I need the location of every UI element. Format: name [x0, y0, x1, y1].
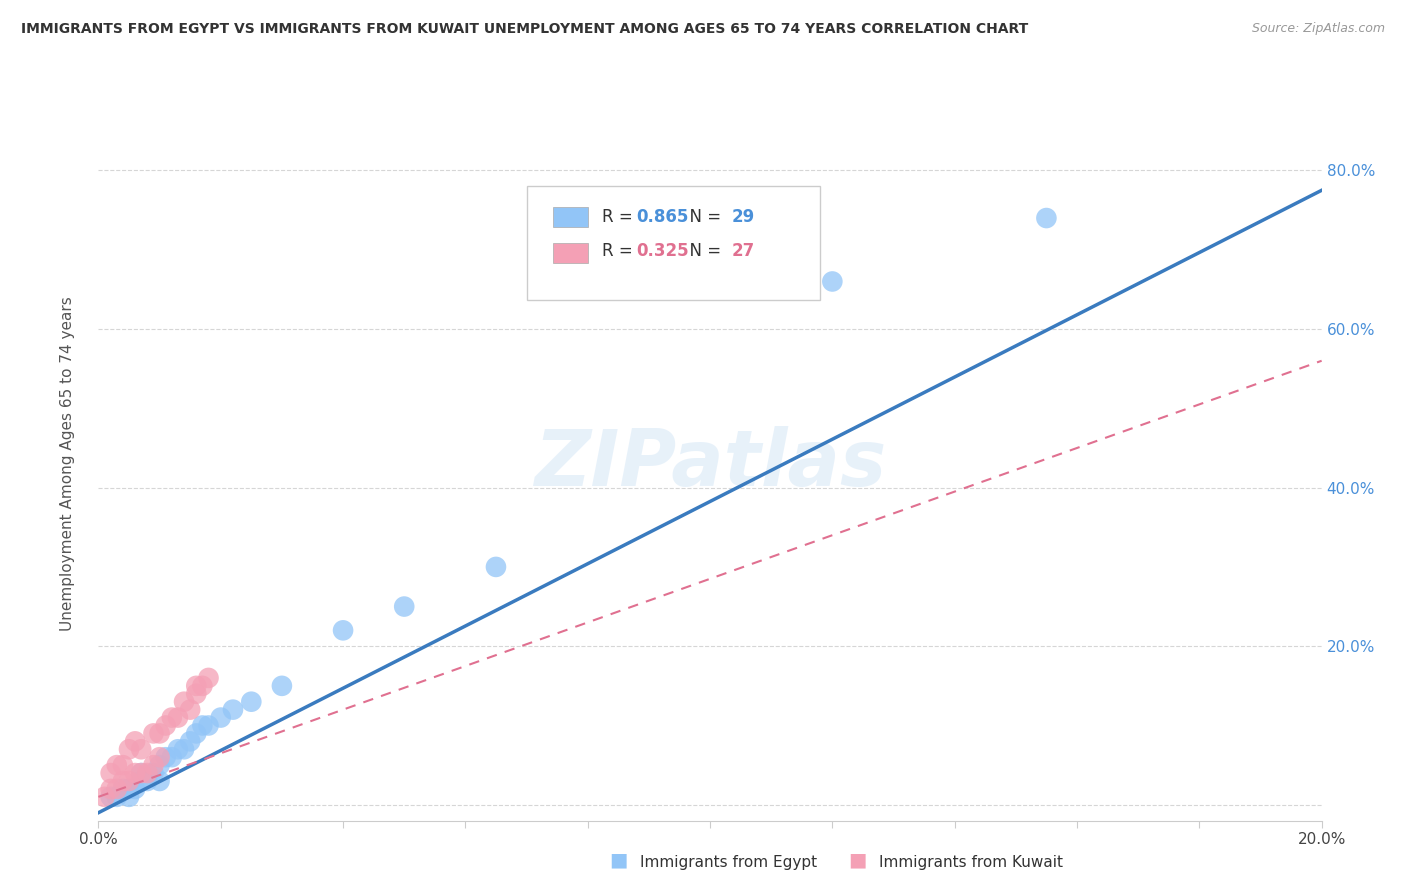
Point: [209, 710, 232, 724]
Point: [129, 766, 152, 780]
Point: [191, 679, 214, 693]
Point: [240, 695, 263, 709]
Text: ■: ■: [848, 851, 868, 870]
Point: [173, 695, 195, 709]
Point: [105, 781, 128, 796]
Point: [129, 774, 152, 789]
Point: [197, 671, 219, 685]
Point: [821, 275, 844, 289]
Point: [105, 789, 128, 804]
Point: [179, 734, 201, 748]
Point: [1035, 211, 1057, 225]
Point: [167, 710, 190, 724]
Point: [186, 679, 208, 693]
FancyBboxPatch shape: [526, 186, 820, 300]
Text: R =: R =: [602, 208, 638, 226]
Point: [118, 774, 141, 789]
Point: [149, 758, 172, 772]
Text: IMMIGRANTS FROM EGYPT VS IMMIGRANTS FROM KUWAIT UNEMPLOYMENT AMONG AGES 65 TO 74: IMMIGRANTS FROM EGYPT VS IMMIGRANTS FROM…: [21, 22, 1028, 37]
Text: 29: 29: [733, 208, 755, 226]
Point: [118, 742, 141, 756]
Y-axis label: Unemployment Among Ages 65 to 74 years: Unemployment Among Ages 65 to 74 years: [60, 296, 75, 632]
FancyBboxPatch shape: [554, 243, 588, 262]
Point: [93, 789, 115, 804]
Point: [105, 758, 128, 772]
Point: [118, 789, 141, 804]
Text: 0.865: 0.865: [637, 208, 689, 226]
Text: R =: R =: [602, 243, 638, 260]
Point: [149, 774, 172, 789]
Point: [136, 774, 159, 789]
Point: [124, 781, 146, 796]
Text: Immigrants from Kuwait: Immigrants from Kuwait: [879, 855, 1063, 870]
Point: [173, 742, 195, 756]
Text: 27: 27: [733, 243, 755, 260]
Point: [160, 710, 183, 724]
Point: [485, 560, 508, 574]
Point: [129, 742, 152, 756]
Point: [100, 766, 122, 780]
Point: [222, 703, 245, 717]
Point: [332, 624, 354, 638]
Point: [149, 726, 172, 740]
Point: [100, 781, 122, 796]
Point: [136, 766, 159, 780]
Text: Immigrants from Egypt: Immigrants from Egypt: [640, 855, 817, 870]
Point: [186, 726, 208, 740]
Point: [197, 718, 219, 732]
Point: [100, 789, 122, 804]
Point: [142, 726, 165, 740]
Point: [142, 766, 165, 780]
Text: N =: N =: [679, 243, 727, 260]
Point: [124, 766, 146, 780]
Point: [149, 750, 172, 764]
Point: [392, 599, 416, 614]
Text: ZIPatlas: ZIPatlas: [534, 425, 886, 502]
Point: [155, 750, 177, 764]
Point: [167, 742, 190, 756]
Point: [111, 781, 134, 796]
Point: [155, 718, 177, 732]
Point: [191, 718, 214, 732]
Point: [160, 750, 183, 764]
Text: 0.325: 0.325: [637, 243, 689, 260]
Point: [111, 758, 134, 772]
Point: [270, 679, 292, 693]
Point: [186, 687, 208, 701]
Point: [111, 774, 134, 789]
FancyBboxPatch shape: [554, 207, 588, 227]
Point: [124, 734, 146, 748]
Point: [129, 766, 152, 780]
Point: [179, 703, 201, 717]
Text: ■: ■: [609, 851, 628, 870]
Text: Source: ZipAtlas.com: Source: ZipAtlas.com: [1251, 22, 1385, 36]
Point: [118, 781, 141, 796]
Text: N =: N =: [679, 208, 727, 226]
Point: [142, 758, 165, 772]
